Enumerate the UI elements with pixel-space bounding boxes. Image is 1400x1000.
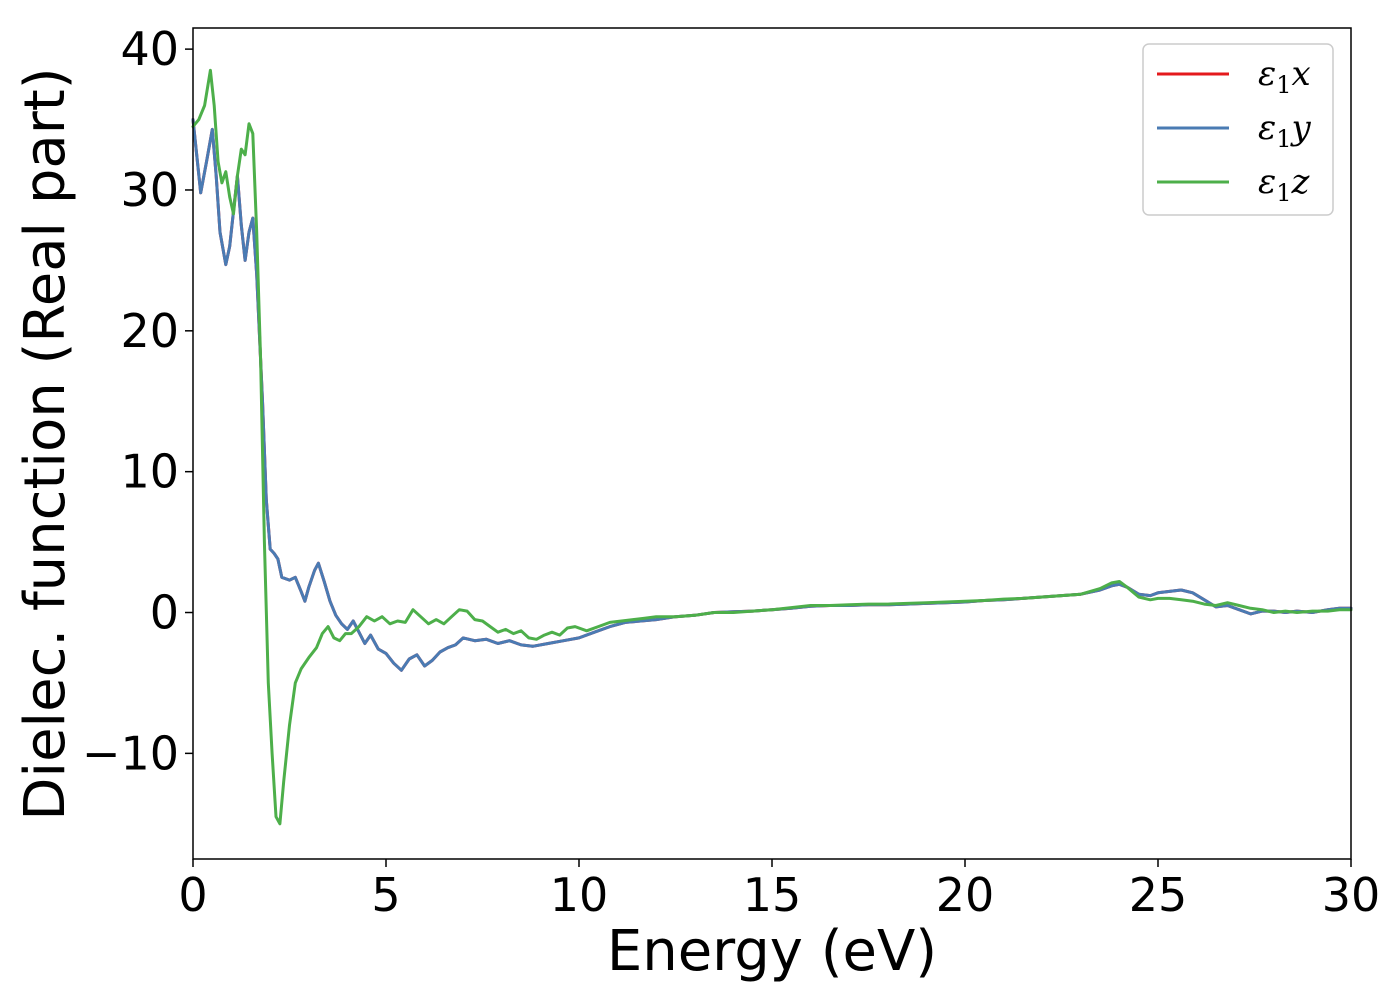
x-tick-label: 10 [550, 868, 609, 922]
legend: ε1x ε1y ε1z [1142, 43, 1334, 216]
x-tick-label: 0 [178, 868, 207, 922]
legend-label-y: ε1y [1258, 108, 1312, 153]
legend-frame [1142, 43, 1334, 216]
x-tick-label: 30 [1322, 868, 1381, 922]
series-line-y [191, 118, 1353, 672]
y-tick-label: −10 [82, 726, 179, 780]
y-tick-label: 40 [120, 22, 179, 76]
series-layer [191, 68, 1353, 826]
legend-label-z: ε1z [1258, 162, 1311, 207]
series-line-z [191, 68, 1353, 826]
y-tick-label: 10 [120, 445, 179, 499]
y-tick-label: 0 [150, 586, 179, 640]
y-axis: −10 0 10 20 30 40 [82, 22, 193, 780]
x-axis-label: Energy (eV) [607, 919, 937, 984]
x-tick-label: 15 [743, 868, 802, 922]
x-tick-label: 20 [936, 868, 995, 922]
y-axis-label: Dielec. function (Real part) [13, 67, 78, 820]
x-tick-label: 25 [1129, 868, 1188, 922]
legend-label-x: ε1x [1258, 54, 1311, 99]
y-tick-label: 30 [120, 163, 179, 217]
y-tick-label: 20 [120, 304, 179, 358]
x-tick-label: 5 [371, 868, 400, 922]
x-axis: 0 5 10 15 20 25 30 [178, 859, 1380, 922]
